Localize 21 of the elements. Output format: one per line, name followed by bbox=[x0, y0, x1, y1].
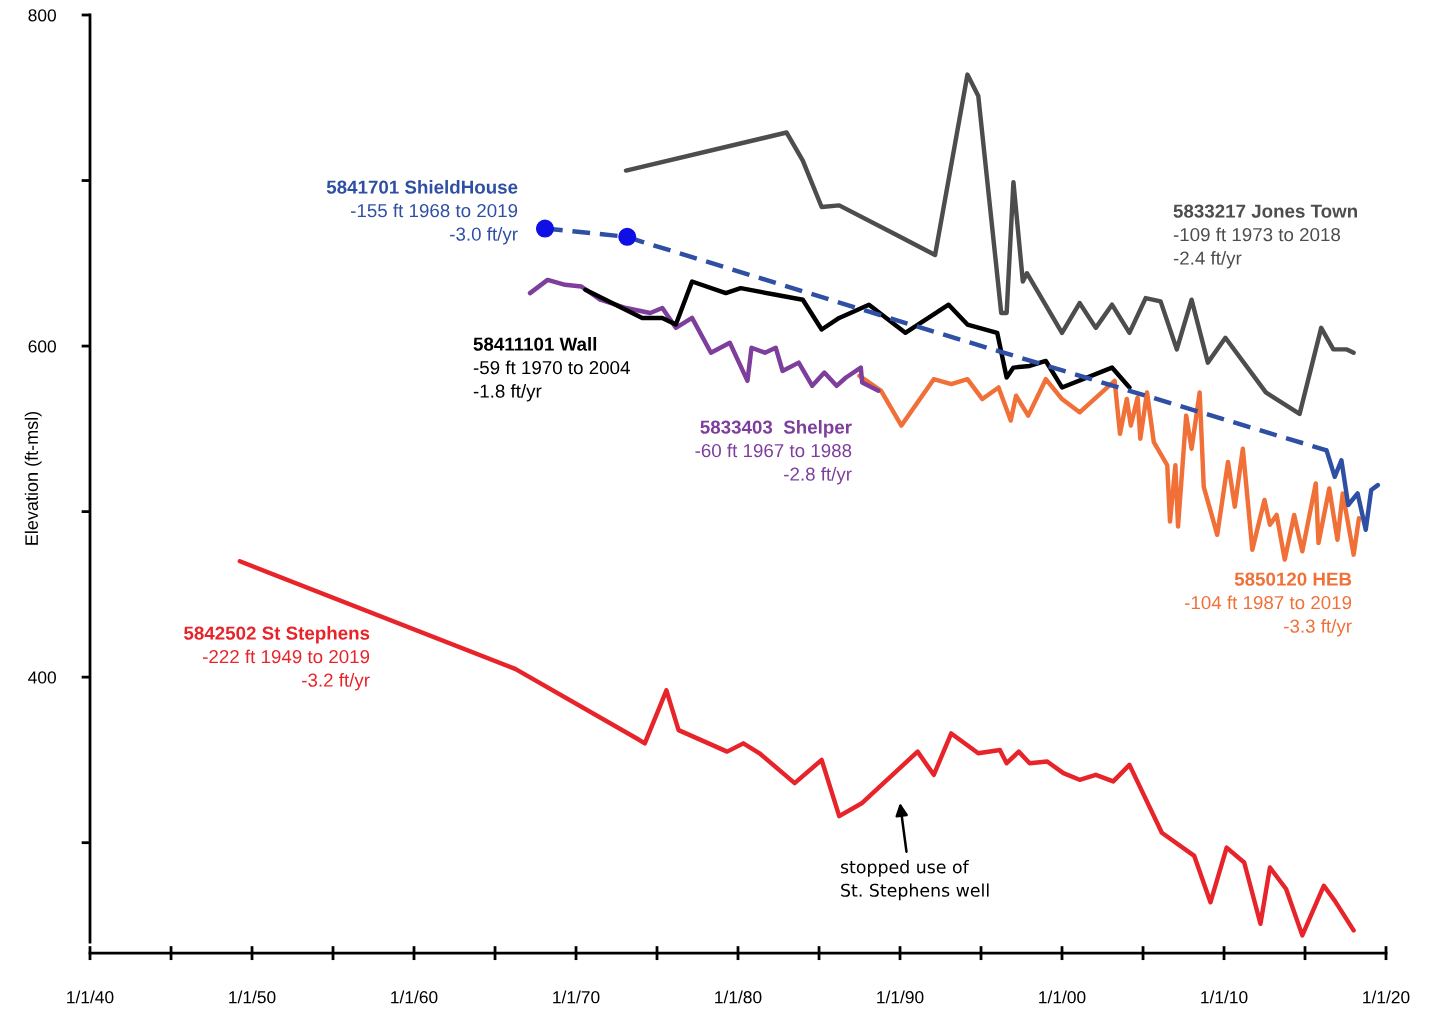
series-label: 5841701 ShieldHouse -155 ft 1968 to 2019 -3.0 ft/yr bbox=[326, 180, 518, 245]
series-label: 5833403 Shelper -60 ft 1967 to 1988 -2.8 ft/yr bbox=[695, 420, 852, 485]
x-tick-label: 1/1/50 bbox=[229, 990, 276, 1004]
x-tick-label: 1/1/90 bbox=[877, 990, 924, 1004]
x-tick-label: 1/1/00 bbox=[1039, 990, 1086, 1004]
series-label: 58411101 Wall -59 ft 1970 to 2004 -1.8 ft/yr bbox=[473, 337, 630, 402]
annotation: stopped use of St. Stephens well bbox=[840, 860, 989, 901]
x-tick-label: 1/1/60 bbox=[391, 990, 438, 1004]
x-tick-label: 1/1/70 bbox=[553, 990, 600, 1004]
series-label: 5850120 HEB -104 ft 1987 to 2019 -3.3 ft/yr bbox=[1185, 572, 1352, 637]
series-label: 5842502 St Stephens -222 ft 1949 to 2019 -3.2 ft/yr bbox=[184, 626, 370, 691]
x-tick-label: 1/1/10 bbox=[1201, 990, 1248, 1004]
x-tick-label: 1/1/80 bbox=[715, 990, 762, 1004]
line-series bbox=[857, 373, 1362, 562]
y-tick-label: 400 bbox=[28, 671, 56, 684]
y-tick-label: 600 bbox=[28, 340, 56, 353]
y-tick-label: 800 bbox=[28, 9, 56, 22]
x-tick-label: 1/1/40 bbox=[67, 990, 114, 1004]
x-tick-label: 1/1/20 bbox=[1363, 990, 1410, 1004]
series-label: 5833217 Jones Town -109 ft 1973 to 2018 -2.4 ft/yr bbox=[1173, 204, 1357, 269]
y-axis-title: Elevation (ft-msl) bbox=[24, 411, 42, 545]
